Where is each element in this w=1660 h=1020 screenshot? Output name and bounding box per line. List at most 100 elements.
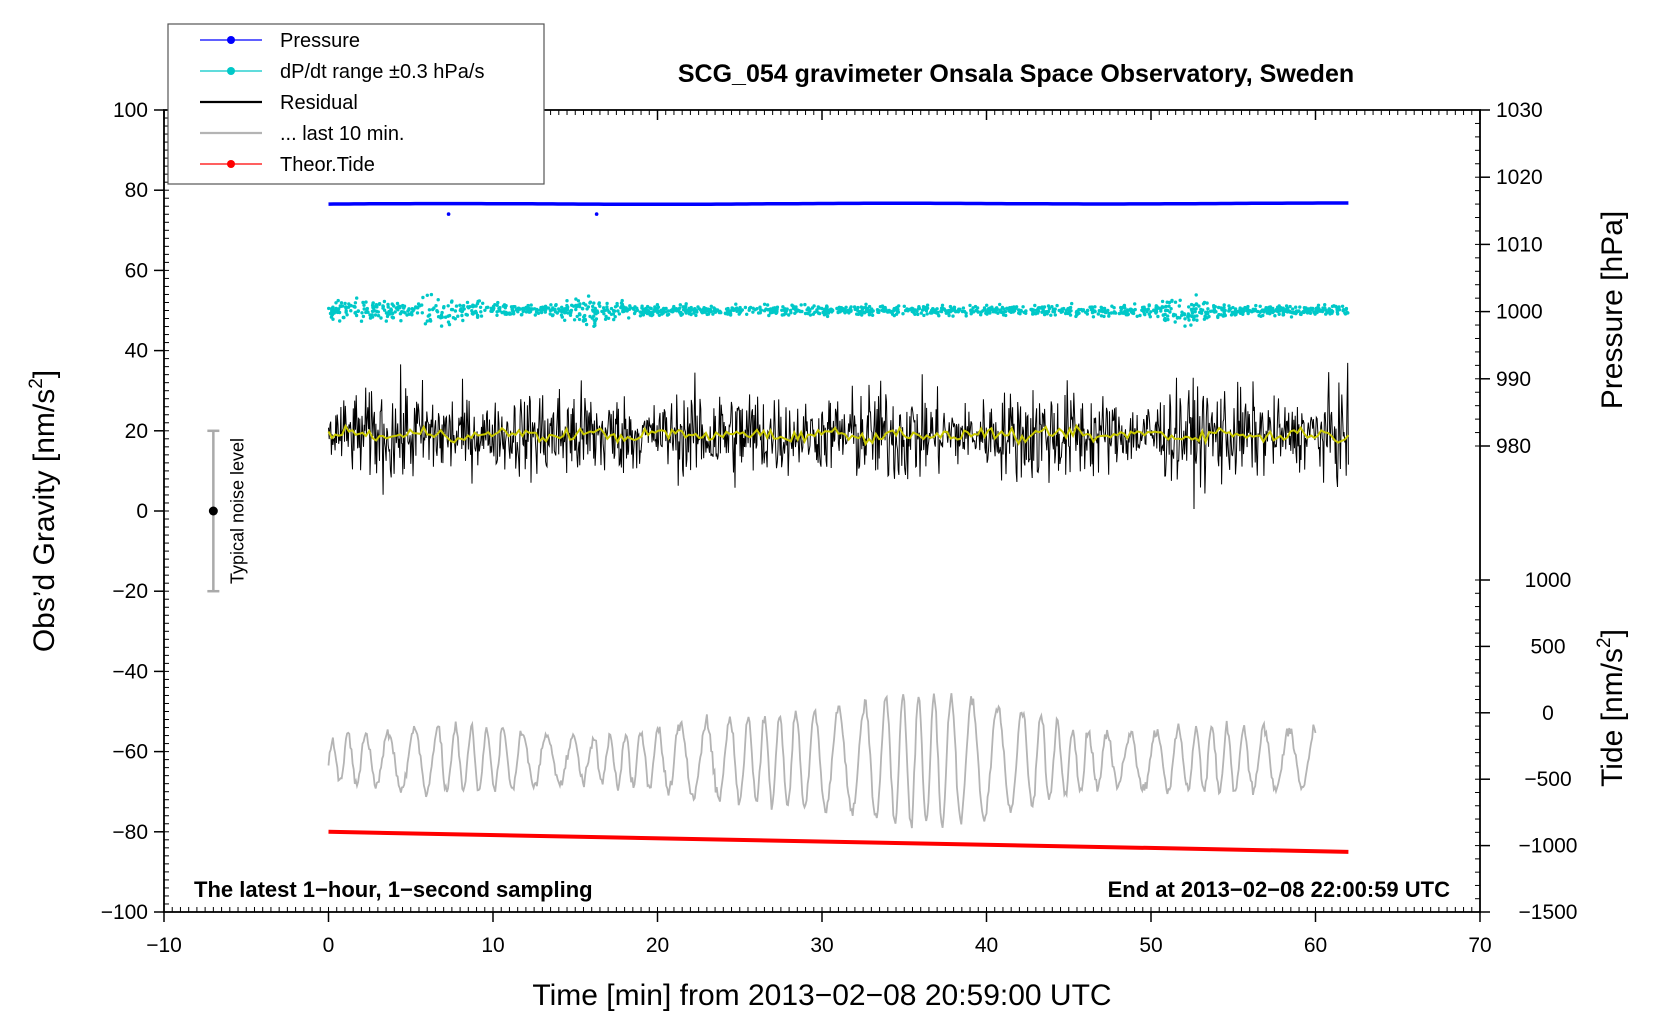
dpdt-point <box>643 309 647 313</box>
dpdt-point <box>584 322 589 327</box>
dpdt-point <box>924 309 929 313</box>
dpdt-point <box>1122 311 1127 315</box>
dpdt-point <box>913 312 917 316</box>
dpdt-point <box>425 319 429 323</box>
dpdt-point <box>1154 304 1159 308</box>
dpdt-point <box>994 306 998 311</box>
dpdt-point <box>502 303 507 307</box>
dpdt-point <box>1106 308 1110 313</box>
legend: Pressure dP/dt range ±0.3 hPa/s Residual..… <box>167 23 545 185</box>
dpdt-point <box>878 305 883 309</box>
dpdt-point <box>1019 309 1023 313</box>
dpdt-point <box>1189 323 1193 327</box>
dpdt-point <box>860 307 865 312</box>
y-axis-tide-title: Tide [nm/s2] <box>1594 629 1629 787</box>
dpdt-point <box>533 313 537 317</box>
dpdt-point <box>1119 305 1123 310</box>
dpdt-point <box>935 307 939 311</box>
dpdt-point <box>333 310 338 314</box>
dpdt-point <box>1186 312 1191 316</box>
dpdt-point <box>1052 310 1057 314</box>
dpdt-point <box>1182 313 1187 317</box>
dpdt-point <box>496 300 500 305</box>
y-pressure-tick-label: 990 <box>1496 368 1531 391</box>
x-tick-label: 0 <box>323 934 335 957</box>
y-tide-tick-label: −500 <box>1524 768 1571 791</box>
dpdt-point <box>1195 318 1199 322</box>
dpdt-point <box>1183 317 1187 321</box>
dpdt-point <box>450 299 454 303</box>
dpdt-point <box>479 310 483 314</box>
dpdt-point <box>905 308 909 312</box>
dpdt-point <box>565 299 569 303</box>
dpdt-point <box>607 310 611 314</box>
dpdt-point <box>948 304 953 309</box>
dpdt-point <box>616 309 620 313</box>
dpdt-point <box>1154 307 1159 312</box>
dpdt-point <box>916 307 921 311</box>
dpdt-point <box>822 307 826 312</box>
dpdt-point <box>806 311 810 316</box>
noise-label: Typical noise level <box>227 438 247 584</box>
dpdt-point <box>1167 304 1171 308</box>
dpdt-point <box>803 302 807 307</box>
dpdt-point <box>647 311 651 315</box>
dpdt-point <box>793 311 797 315</box>
dpdt-point <box>338 319 342 323</box>
dpdt-point <box>1219 306 1223 310</box>
y-left-tick-label: 0 <box>136 500 148 523</box>
dpdt-point <box>911 307 915 311</box>
dpdt-point <box>627 307 632 311</box>
dpdt-point <box>810 306 815 310</box>
dpdt-point <box>800 309 804 314</box>
dpdt-point <box>974 308 979 313</box>
dpdt-point <box>377 302 382 306</box>
dpdt-point <box>586 294 591 298</box>
dpdt-point <box>1170 298 1174 303</box>
dpdt-point <box>1040 310 1044 314</box>
y-pressure-tick-label: 1020 <box>1496 166 1543 189</box>
dpdt-point <box>1099 305 1103 309</box>
y-axis-tide-title-sup: 2 <box>1594 637 1615 648</box>
dpdt-point <box>1017 308 1021 312</box>
dpdt-point <box>1008 306 1012 310</box>
dpdt-point <box>1222 305 1226 310</box>
dpdt-point <box>338 304 342 308</box>
dpdt-point <box>1049 313 1053 317</box>
dpdt-point <box>1297 309 1301 313</box>
dpdt-point <box>354 313 359 318</box>
dpdt-point <box>672 307 676 311</box>
dpdt-point <box>542 307 546 311</box>
dpdt-point <box>940 303 945 307</box>
dpdt-point <box>1085 312 1090 316</box>
dpdt-point <box>678 306 682 310</box>
y-axis-left-title-main: Obs’d Gravity [nm/s <box>28 389 61 652</box>
dpdt-point <box>526 303 530 308</box>
dpdt-point <box>1180 310 1184 314</box>
dpdt-point <box>947 313 951 318</box>
dpdt-point <box>755 307 759 311</box>
dpdt-point <box>1261 313 1265 318</box>
dpdt-point <box>694 313 698 318</box>
dpdt-point <box>707 310 711 315</box>
dpdt-point <box>611 309 616 313</box>
dpdt-point <box>1294 305 1298 309</box>
dpdt-point <box>1175 316 1180 320</box>
dpdt-point <box>563 311 567 315</box>
dpdt-point <box>1250 309 1255 313</box>
dpdt-point <box>1187 305 1191 309</box>
dpdt-point <box>1197 304 1201 308</box>
dpdt-point <box>453 317 457 321</box>
dpdt-point <box>447 322 452 327</box>
dpdt-point <box>1292 311 1296 315</box>
legend-box <box>167 23 545 185</box>
dpdt-point <box>342 315 346 320</box>
dpdt-point <box>391 311 395 316</box>
dpdt-point <box>446 314 450 318</box>
dpdt-point <box>617 312 622 316</box>
dpdt-point <box>1298 305 1302 309</box>
dpdt-point <box>1253 308 1258 313</box>
dpdt-point <box>849 309 853 313</box>
dpdt-point <box>1314 306 1319 311</box>
dpdt-point <box>1014 305 1018 310</box>
